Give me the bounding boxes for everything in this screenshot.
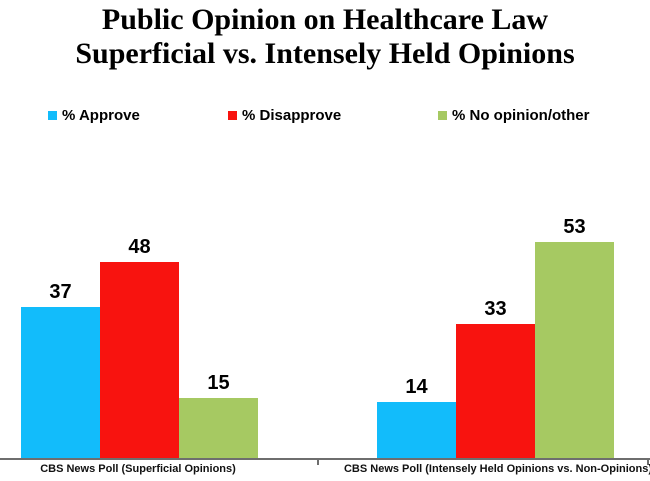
legend-label-no-opinion: % No opinion/other: [452, 107, 590, 124]
bar-disapprove-group2: 33: [456, 298, 535, 459]
bar-value-label: 15: [207, 372, 230, 394]
bar-value-label: 37: [49, 281, 72, 303]
legend-label-approve: % Approve: [62, 107, 140, 124]
bar-approve-group1: 37: [21, 281, 100, 459]
bar-value-label: 48: [128, 236, 151, 258]
legend-item-disapprove: % Disapprove: [228, 107, 341, 124]
chart-title-line1: Public Opinion on Healthcare Law: [101, 3, 549, 36]
category-label-superficial: CBS News Poll (Superficial Opinions): [40, 463, 236, 475]
bar-no-opinion-other-group1: 15: [179, 372, 258, 459]
bar-value-label: 14: [405, 376, 428, 398]
approve-swatch-icon: [48, 111, 57, 120]
bar-disapprove-group1: 48: [100, 236, 179, 459]
x-axis-line: [0, 458, 650, 460]
disapprove-swatch-icon: [228, 111, 237, 120]
bar-value-label: 53: [563, 216, 586, 238]
legend-label-disapprove: % Disapprove: [242, 107, 342, 124]
axis-tick-mid: [317, 460, 319, 465]
no-opinion-swatch-icon: [438, 111, 447, 120]
chart-title-line2: Superficial vs. Intensely Held Opinions: [75, 37, 575, 70]
bar-no-opinion-other-group2: 53: [535, 216, 614, 459]
category-label-intense: CBS News Poll (Intensely Held Opinions v…: [343, 463, 650, 475]
chart-title: Public Opinion on Healthcare Law Superfic…: [0, 3, 650, 71]
bar-value-label: 33: [484, 298, 507, 320]
axis-tick-right: [647, 460, 649, 465]
legend-item-approve: % Approve: [48, 107, 140, 124]
legend-item-no-opinion: % No opinion/other: [438, 107, 589, 124]
bar-approve-group2: 14: [377, 376, 456, 459]
